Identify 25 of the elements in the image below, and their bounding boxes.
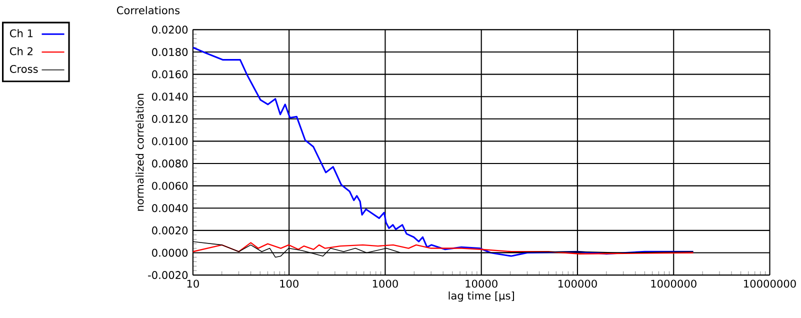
y-tick-label: 0.0180: [152, 48, 188, 56]
y-axis-title: normalized correlation: [136, 94, 144, 211]
y-tick-label: 0.0120: [152, 115, 188, 124]
x-tick-label: 10000000: [744, 280, 796, 288]
legend-label: Ch 2: [10, 47, 32, 56]
y-tick-label: 0.0000: [152, 248, 188, 257]
x-tick-label: 1000: [372, 280, 398, 288]
y-tick-label: 0.0200: [152, 26, 188, 34]
y-tick-label: 0.0100: [152, 137, 188, 146]
y-tick-label: 0.0140: [152, 92, 188, 101]
x-tick-label: 1000000: [651, 280, 696, 288]
chart-title: Correlations: [116, 6, 180, 14]
y-tick-label: 0.0040: [152, 204, 188, 212]
legend-label: Ch 1: [10, 29, 33, 38]
x-axis-title: lag time [µs]: [448, 292, 514, 302]
y-tick-label: 0.0020: [152, 226, 188, 235]
x-tick-label: 100: [280, 280, 298, 288]
x-tick-label: 100000: [558, 280, 597, 288]
y-tick-label: 0.0080: [152, 160, 188, 168]
x-tick-label: 10: [187, 280, 199, 288]
y-tick-label: 0.0160: [152, 70, 188, 78]
y-tick-label: 0.0060: [152, 182, 188, 190]
y-tick-label: -0.0020: [148, 271, 188, 280]
legend-label: Cross: [10, 65, 38, 74]
x-tick-label: 10000: [466, 280, 498, 288]
